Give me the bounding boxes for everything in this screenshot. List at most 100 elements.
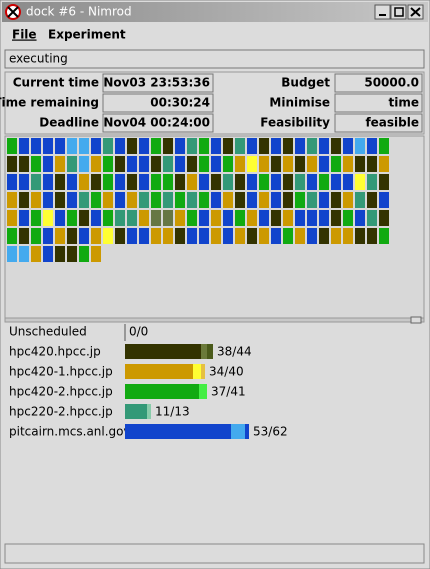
job-cell <box>379 228 389 244</box>
job-cell <box>283 138 293 154</box>
splitter[interactable] <box>4 317 425 323</box>
job-cell <box>139 210 149 226</box>
job-cell <box>127 138 137 154</box>
job-cell <box>19 246 29 262</box>
job-cell <box>307 210 317 226</box>
job-cell <box>367 210 377 226</box>
job-cell <box>79 228 89 244</box>
job-cell <box>187 174 197 190</box>
job-cell <box>319 210 329 226</box>
job-cell <box>367 156 377 172</box>
job-cell <box>259 174 269 190</box>
splitter-handle[interactable] <box>410 316 422 324</box>
job-cell <box>295 156 305 172</box>
job-cell <box>163 138 173 154</box>
job-cell <box>355 174 365 190</box>
job-cell <box>331 174 341 190</box>
job-cell <box>127 210 137 226</box>
minimize-button[interactable] <box>374 4 391 20</box>
info-value: Nov04 00:24:00 <box>103 116 210 130</box>
job-cell <box>163 210 173 226</box>
job-cell <box>355 138 365 154</box>
job-cell <box>115 156 125 172</box>
close-button[interactable] <box>407 4 424 20</box>
job-cell <box>19 156 29 172</box>
job-cell <box>55 156 65 172</box>
job-cell <box>43 156 53 172</box>
job-cell <box>151 210 161 226</box>
job-cell <box>211 156 221 172</box>
job-cell <box>331 210 341 226</box>
job-cell <box>7 174 17 190</box>
job-cell <box>259 228 269 244</box>
job-cell <box>187 210 197 226</box>
job-cell <box>19 138 29 154</box>
job-cell <box>223 210 233 226</box>
menu-experiment[interactable]: Experiment <box>48 28 126 42</box>
job-cell <box>379 192 389 208</box>
window-title: dock #6 - Nimrod <box>26 5 132 19</box>
job-cell <box>223 228 233 244</box>
job-cell <box>43 138 53 154</box>
title-bar <box>2 2 428 22</box>
job-cell <box>187 156 197 172</box>
job-cell <box>271 156 281 172</box>
job-cell <box>235 210 245 226</box>
job-cell <box>211 192 221 208</box>
info-label: Current time <box>13 76 99 90</box>
job-cell <box>163 192 173 208</box>
job-cell <box>307 138 317 154</box>
job-cell <box>79 156 89 172</box>
info-value-box <box>334 73 423 93</box>
job-bar <box>193 364 201 379</box>
job-cell <box>379 174 389 190</box>
job-cell <box>91 156 101 172</box>
app-icon[interactable] <box>5 4 21 20</box>
job-cell <box>91 228 101 244</box>
maximize-button[interactable] <box>390 4 407 20</box>
job-cell <box>43 174 53 190</box>
status-bar <box>4 543 425 564</box>
job-cell <box>355 228 365 244</box>
job-cell <box>271 210 281 226</box>
completed-bar <box>125 424 231 439</box>
completed-bar <box>125 364 193 379</box>
host-name: hpc220-2.hpcc.jp <box>9 405 113 419</box>
job-cell <box>331 228 341 244</box>
job-cell <box>19 192 29 208</box>
job-bar <box>199 384 207 399</box>
job-cell <box>115 210 125 226</box>
info-value-box <box>334 113 423 133</box>
job-cell <box>211 228 221 244</box>
job-cell <box>55 192 65 208</box>
job-cell <box>295 228 305 244</box>
job-cell <box>7 192 17 208</box>
completed-bar <box>125 384 199 399</box>
job-cell <box>343 138 353 154</box>
job-bar <box>231 424 245 439</box>
job-cell <box>175 138 185 154</box>
info-value: Nov03 23:53:36 <box>103 76 210 90</box>
job-cell <box>307 228 317 244</box>
job-cell <box>379 156 389 172</box>
info-value-box <box>102 113 214 133</box>
job-cell <box>319 156 329 172</box>
job-cell <box>343 174 353 190</box>
info-value-box <box>334 93 423 113</box>
job-cell <box>67 210 77 226</box>
job-cell <box>91 246 101 262</box>
host-count: 34/40 <box>209 365 244 379</box>
job-cell <box>247 138 257 154</box>
job-bar <box>245 424 249 439</box>
job-cell <box>211 138 221 154</box>
host-count: 0/0 <box>129 325 148 339</box>
job-cell <box>211 210 221 226</box>
job-cell <box>31 156 41 172</box>
menu-file[interactable]: File <box>12 28 37 42</box>
job-cell <box>175 174 185 190</box>
job-cell <box>259 138 269 154</box>
job-cell <box>319 138 329 154</box>
job-cell <box>319 228 329 244</box>
job-cell <box>151 228 161 244</box>
job-cell <box>367 138 377 154</box>
